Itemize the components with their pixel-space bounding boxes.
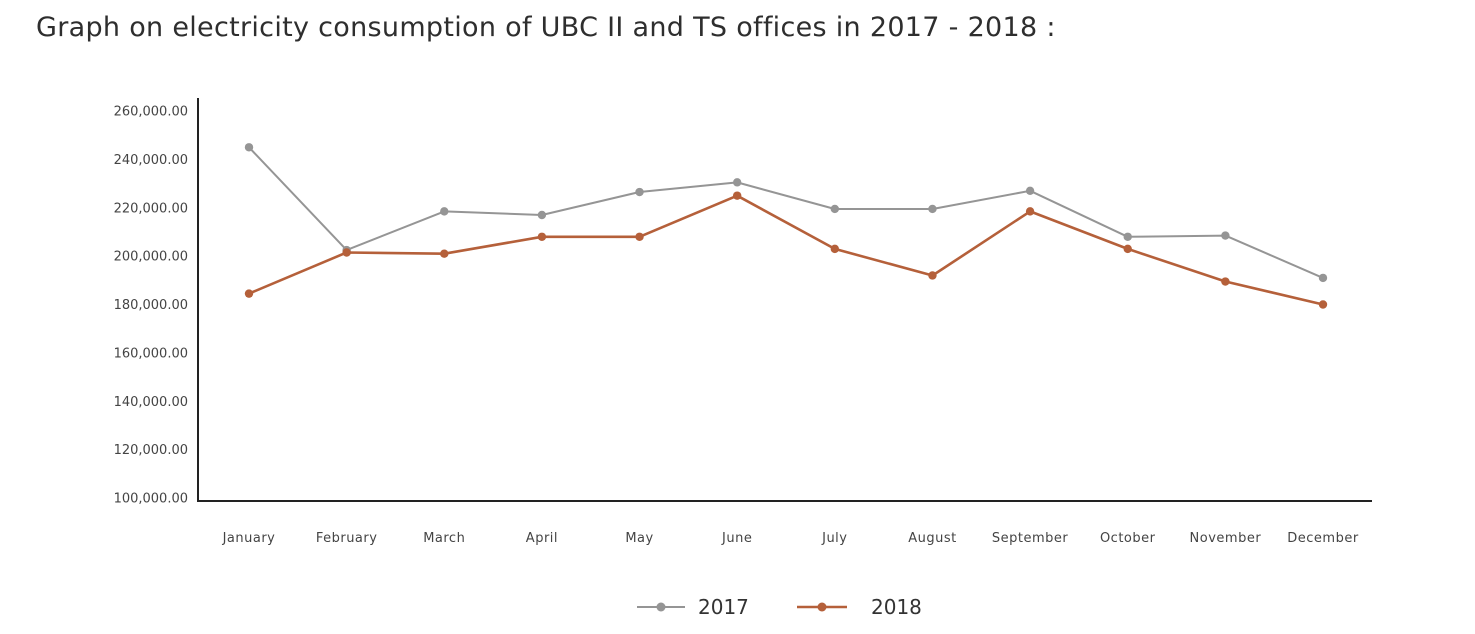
data-point-2017 — [732, 178, 742, 187]
y-tick-label: 220,000.00 — [114, 201, 188, 216]
x-tick-label: November — [1190, 531, 1262, 546]
data-point-2018 — [928, 271, 937, 280]
y-tick-label: 260,000.00 — [114, 105, 188, 120]
x-tick-label: March — [423, 531, 465, 546]
data-point-2018 — [244, 289, 254, 298]
y-tick-label: 140,000.00 — [114, 395, 188, 410]
x-tick-label: October — [1100, 531, 1156, 546]
data-point-2018 — [1025, 207, 1035, 216]
data-point-2017 — [537, 210, 547, 220]
data-point-2017 — [1318, 273, 1328, 283]
x-tick-labels: January February March April May June July Augu… — [222, 531, 1359, 546]
legend-marker-2018 — [817, 602, 827, 612]
data-point-2018 — [1221, 277, 1230, 286]
x-tick-label: December — [1287, 531, 1359, 546]
data-point-2017 — [928, 204, 937, 214]
y-tick-label: 160,000.00 — [114, 346, 188, 361]
legend-label-2017: 2017 — [698, 595, 749, 619]
data-point-2017 — [1025, 186, 1035, 196]
data-point-2017 — [830, 204, 840, 214]
y-tick-label: 120,000.00 — [114, 443, 188, 458]
x-tick-label: January — [222, 531, 276, 546]
x-tick-label: February — [316, 531, 378, 546]
data-point-2018 — [830, 244, 840, 254]
x-tick-label: July — [821, 531, 847, 546]
x-tick-label: September — [992, 531, 1069, 546]
legend: 2017 2018 — [637, 595, 922, 619]
data-point-2018 — [440, 249, 449, 258]
data-point-2017 — [635, 187, 644, 197]
data-point-2017 — [440, 207, 449, 216]
series-line-2018 — [248, 194, 1324, 306]
data-point-2018 — [635, 232, 644, 241]
y-tick-label: 240,000.00 — [114, 153, 188, 168]
x-tick-label: May — [625, 531, 653, 546]
series-layer — [244, 143, 1328, 309]
data-point-2018 — [1123, 244, 1132, 254]
data-point-2017 — [1221, 231, 1230, 240]
data-point-2018 — [1318, 300, 1328, 309]
y-tick-label: 180,000.00 — [114, 298, 188, 313]
x-tick-label: April — [526, 531, 558, 546]
data-point-2017 — [244, 143, 254, 152]
y-tick-labels: 100,000.00 120,000.00 140,000.00 160,000.00… — [114, 105, 188, 507]
legend-label-2018: 2018 — [871, 595, 922, 619]
data-point-2017 — [1123, 232, 1132, 241]
y-tick-label: 200,000.00 — [114, 250, 188, 265]
x-tick-label: June — [721, 531, 752, 546]
x-tick-label: August — [908, 531, 957, 546]
data-point-2018 — [732, 191, 742, 200]
data-point-2018 — [342, 248, 351, 257]
legend-marker-2017 — [656, 602, 666, 612]
y-tick-label: 100,000.00 — [114, 492, 188, 507]
data-point-2018 — [537, 232, 547, 241]
chart-title: Graph on electricity consumption of UBC … — [36, 12, 1056, 43]
series-line-2017 — [248, 146, 1324, 279]
